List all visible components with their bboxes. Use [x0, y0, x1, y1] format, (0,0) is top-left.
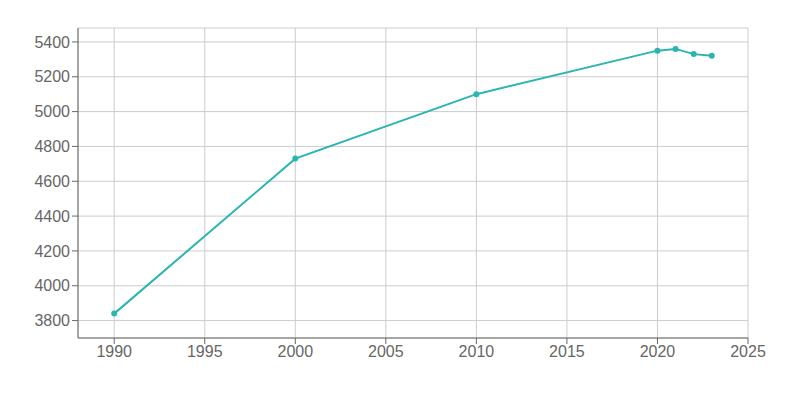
svg-text:2015: 2015: [549, 343, 585, 360]
svg-text:2005: 2005: [368, 343, 404, 360]
svg-text:1995: 1995: [187, 343, 223, 360]
svg-text:3800: 3800: [34, 312, 70, 329]
svg-text:4400: 4400: [34, 208, 70, 225]
svg-text:5400: 5400: [34, 34, 70, 51]
svg-text:2000: 2000: [278, 343, 314, 360]
svg-text:4000: 4000: [34, 277, 70, 294]
svg-text:2020: 2020: [640, 343, 676, 360]
svg-text:1990: 1990: [96, 343, 132, 360]
svg-text:4200: 4200: [34, 243, 70, 260]
svg-text:2025: 2025: [730, 343, 766, 360]
svg-text:4800: 4800: [34, 138, 70, 155]
svg-text:5000: 5000: [34, 103, 70, 120]
svg-text:5200: 5200: [34, 68, 70, 85]
svg-text:2010: 2010: [459, 343, 495, 360]
svg-text:4600: 4600: [34, 173, 70, 190]
